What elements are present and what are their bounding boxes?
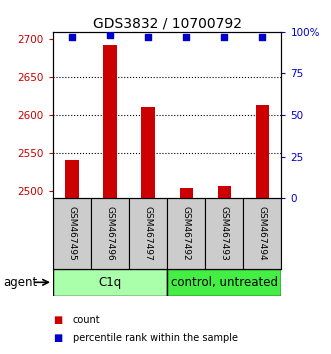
Point — [183, 34, 189, 40]
Text: control, untreated: control, untreated — [171, 276, 278, 289]
Bar — [65, 160, 79, 198]
Bar — [167, 269, 281, 296]
Point — [107, 32, 113, 38]
Bar — [167, 198, 205, 269]
Point — [145, 34, 151, 40]
Text: GSM467497: GSM467497 — [144, 206, 153, 261]
Bar — [256, 105, 269, 198]
Point — [69, 34, 74, 40]
Text: GSM467494: GSM467494 — [258, 206, 267, 261]
Bar — [205, 198, 243, 269]
Text: GSM467495: GSM467495 — [68, 206, 76, 261]
Text: GSM467493: GSM467493 — [220, 206, 229, 261]
Bar — [141, 108, 155, 198]
Text: count: count — [73, 315, 100, 325]
Bar — [103, 45, 117, 198]
Bar — [53, 198, 91, 269]
Bar — [53, 269, 167, 296]
Text: C1q: C1q — [98, 276, 122, 289]
Point — [260, 34, 265, 40]
Text: ■: ■ — [53, 315, 62, 325]
Bar — [243, 198, 281, 269]
Text: ■: ■ — [53, 333, 62, 343]
Point — [221, 34, 227, 40]
Text: GSM467492: GSM467492 — [182, 206, 191, 261]
Text: percentile rank within the sample: percentile rank within the sample — [73, 333, 238, 343]
Title: GDS3832 / 10700792: GDS3832 / 10700792 — [93, 17, 242, 31]
Bar — [217, 186, 231, 198]
Bar — [91, 198, 129, 269]
Text: GSM467496: GSM467496 — [106, 206, 115, 261]
Text: agent: agent — [3, 276, 37, 289]
Bar — [129, 198, 167, 269]
Bar — [179, 188, 193, 198]
